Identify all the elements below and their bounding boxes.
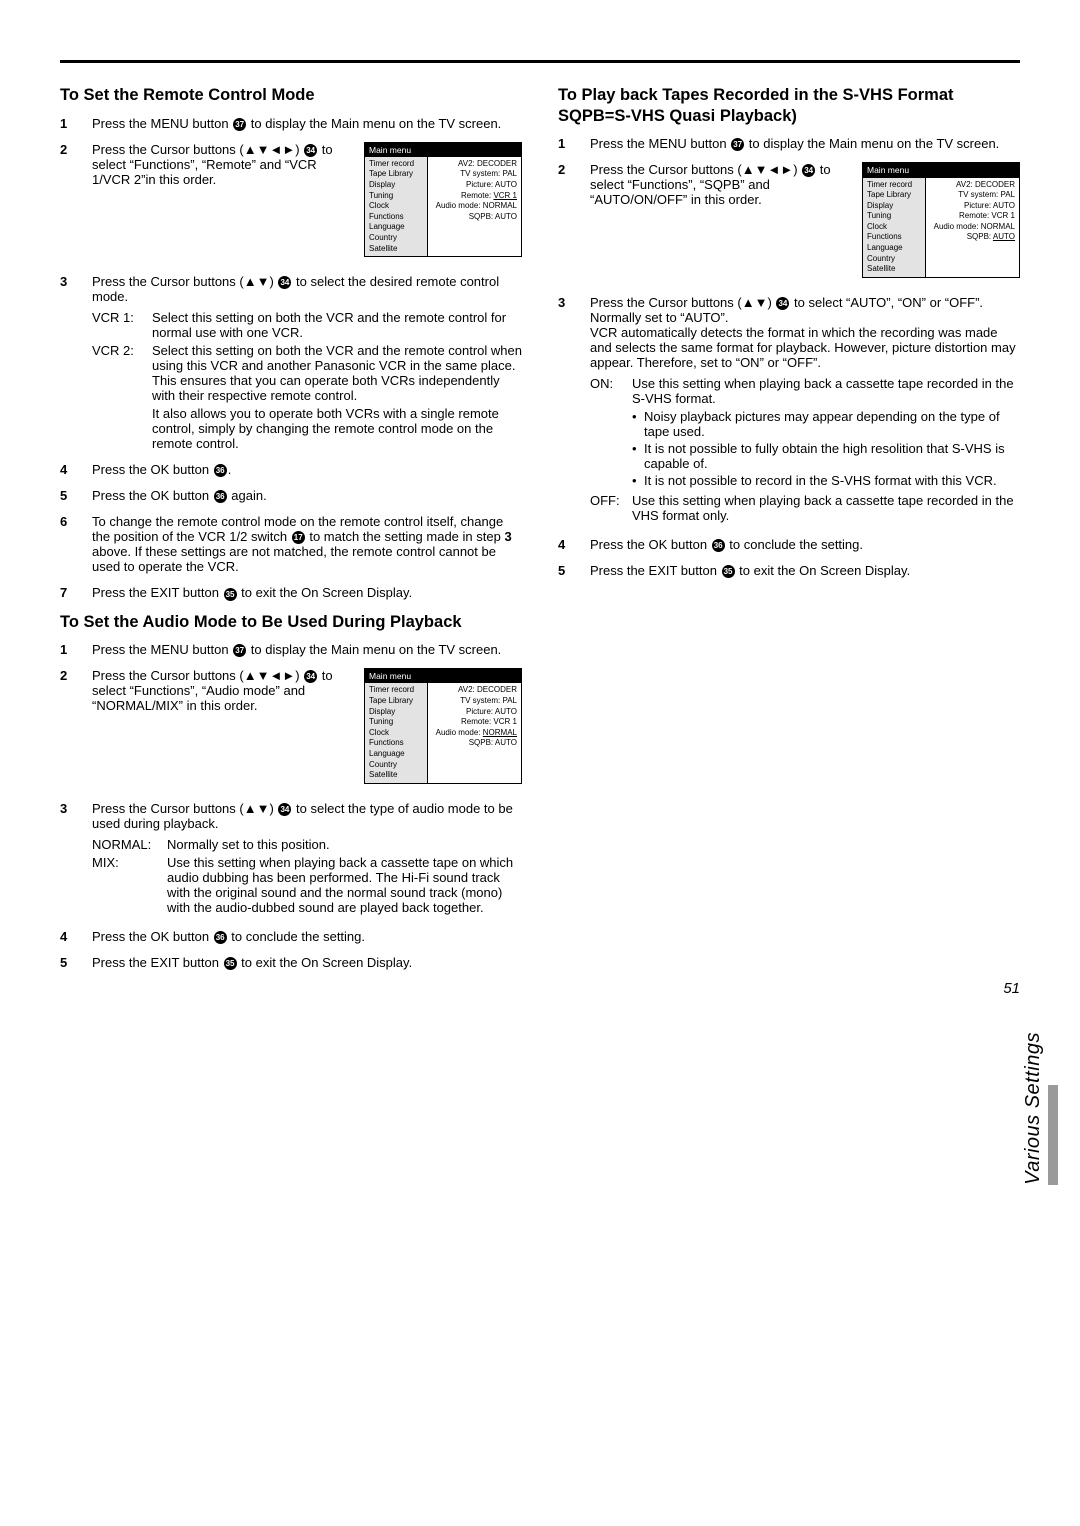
step-number: 4 <box>558 537 590 552</box>
step-number: 5 <box>558 563 590 578</box>
step-number: 3 <box>60 274 92 451</box>
menu-title: Main menu <box>863 163 1019 177</box>
step-number: 3 <box>558 295 590 526</box>
section-heading-sqpb: To Play back Tapes Recorded in the S-VHS… <box>558 85 1020 126</box>
step-body: Main menu Timer record Tape Library Disp… <box>92 142 522 264</box>
menu-settings: AV2: DECODER TV system: PAL Picture: AUT… <box>428 157 521 256</box>
step-number: 1 <box>60 642 92 657</box>
main-menu-figure: Main menu Timer record Tape Library Disp… <box>862 162 1020 278</box>
menu-items: Timer record Tape Library Display Tuning… <box>365 157 428 256</box>
step-body: Press the EXIT button 35 to exit the On … <box>92 955 522 970</box>
button-ref-icon: 35 <box>224 957 237 970</box>
step-number: 2 <box>558 162 590 284</box>
main-menu-figure: Main menu Timer record Tape Library Disp… <box>364 668 522 784</box>
step-body: Press the EXIT button 35 to exit the On … <box>590 563 1020 578</box>
side-tab-label: Various Settings <box>1022 1032 1045 1185</box>
menu-settings: AV2: DECODER TV system: PAL Picture: AUT… <box>428 683 521 782</box>
menu-items: Timer record Tape Library Display Tuning… <box>863 178 926 277</box>
on-bullets: Noisy playback pictures may appear depen… <box>632 409 1020 488</box>
section-heading-audio: To Set the Audio Mode to Be Used During … <box>60 612 522 633</box>
vcr-options: VCR 1:Select this setting on both the VC… <box>92 310 522 451</box>
top-rule <box>60 60 1020 63</box>
step-number: 4 <box>60 929 92 944</box>
right-column: To Play back Tapes Recorded in the S-VHS… <box>558 85 1020 981</box>
audio-options: NORMAL:Normally set to this position. MI… <box>92 837 522 915</box>
step-body: Press the OK button 36 to conclude the s… <box>92 929 522 944</box>
step-body: To change the remote control mode on the… <box>92 514 522 574</box>
step-body: Press the Cursor buttons (▲▼) 34 to sele… <box>590 295 1020 526</box>
button-ref-icon: 17 <box>292 531 305 544</box>
two-column-layout: To Set the Remote Control Mode 1 Press t… <box>60 85 1020 981</box>
step-number: 5 <box>60 488 92 503</box>
button-ref-icon: 34 <box>304 144 317 157</box>
button-ref-icon: 36 <box>214 464 227 477</box>
step-number: 7 <box>60 585 92 600</box>
button-ref-icon: 36 <box>712 539 725 552</box>
side-tab-bar <box>1048 1085 1058 1185</box>
step-number: 3 <box>60 801 92 918</box>
step-body: Main menu Timer record Tape Library Disp… <box>92 668 522 790</box>
step-body: Press the MENU button 37 to display the … <box>92 116 522 131</box>
button-ref-icon: 34 <box>776 297 789 310</box>
button-ref-icon: 34 <box>304 670 317 683</box>
step-body: Press the Cursor buttons (▲▼) 34 to sele… <box>92 274 522 451</box>
step-body: Main menu Timer record Tape Library Disp… <box>590 162 1020 284</box>
menu-title: Main menu <box>365 669 521 683</box>
main-menu-figure: Main menu Timer record Tape Library Disp… <box>364 142 522 258</box>
button-ref-icon: 34 <box>278 803 291 816</box>
step-number: 5 <box>60 955 92 970</box>
step-body: Press the MENU button 37 to display the … <box>590 136 1020 151</box>
button-ref-icon: 37 <box>731 138 744 151</box>
step-number: 1 <box>60 116 92 131</box>
button-ref-icon: 37 <box>233 644 246 657</box>
step-body: Press the OK button 36. <box>92 462 522 477</box>
button-ref-icon: 34 <box>278 276 291 289</box>
menu-items: Timer record Tape Library Display Tuning… <box>365 683 428 782</box>
step-body: Press the MENU button 37 to display the … <box>92 642 522 657</box>
left-column: To Set the Remote Control Mode 1 Press t… <box>60 85 522 981</box>
step-body: Press the Cursor buttons (▲▼) 34 to sele… <box>92 801 522 918</box>
menu-title: Main menu <box>365 143 521 157</box>
step-body: Press the OK button 36 to conclude the s… <box>590 537 1020 552</box>
button-ref-icon: 36 <box>214 490 227 503</box>
steps-audio: 1 Press the MENU button 37 to display th… <box>60 642 522 970</box>
button-ref-icon: 35 <box>224 588 237 601</box>
button-ref-icon: 37 <box>233 118 246 131</box>
menu-settings: AV2: DECODER TV system: PAL Picture: AUT… <box>926 178 1019 277</box>
side-tab: Various Settings <box>1022 910 1058 1185</box>
steps-sqpb: 1 Press the MENU button 37 to display th… <box>558 136 1020 578</box>
section-heading-remote: To Set the Remote Control Mode <box>60 85 522 106</box>
page-number: 51 <box>1003 980 1020 997</box>
step-number: 1 <box>558 136 590 151</box>
step-number: 2 <box>60 142 92 264</box>
sqpb-options: ON: Use this setting when playing back a… <box>590 376 1020 523</box>
button-ref-icon: 35 <box>722 565 735 578</box>
button-ref-icon: 34 <box>802 164 815 177</box>
step-body: Press the EXIT button 35 to exit the On … <box>92 585 522 600</box>
steps-remote: 1 Press the MENU button 37 to display th… <box>60 116 522 601</box>
step-number: 6 <box>60 514 92 574</box>
step-body: Press the OK button 36 again. <box>92 488 522 503</box>
button-ref-icon: 36 <box>214 931 227 944</box>
step-number: 4 <box>60 462 92 477</box>
step-number: 2 <box>60 668 92 790</box>
